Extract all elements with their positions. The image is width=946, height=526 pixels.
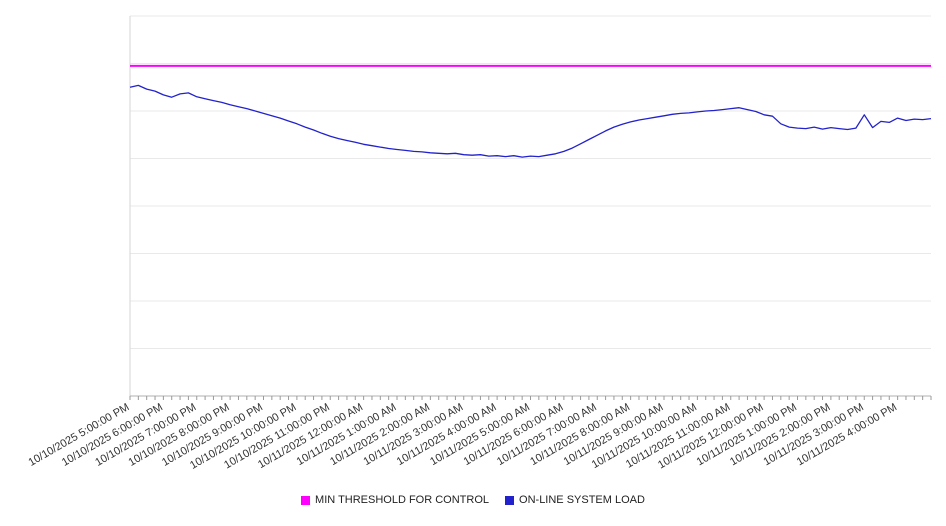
legend-item-online-load[interactable]: ON-LINE SYSTEM LOAD [505,494,645,506]
min-threshold-swatch [301,495,311,505]
online-system-load-line [129,84,932,158]
legend-label-online-load: ON-LINE SYSTEM LOAD [519,494,645,506]
legend-item-min-threshold[interactable]: MIN THRESHOLD FOR CONTROL [301,494,489,506]
online-load-swatch [505,495,515,505]
chart-legend: MIN THRESHOLD FOR CONTROL ON-LINE SYSTEM… [0,494,946,506]
legend-label-min-threshold: MIN THRESHOLD FOR CONTROL [315,494,490,506]
